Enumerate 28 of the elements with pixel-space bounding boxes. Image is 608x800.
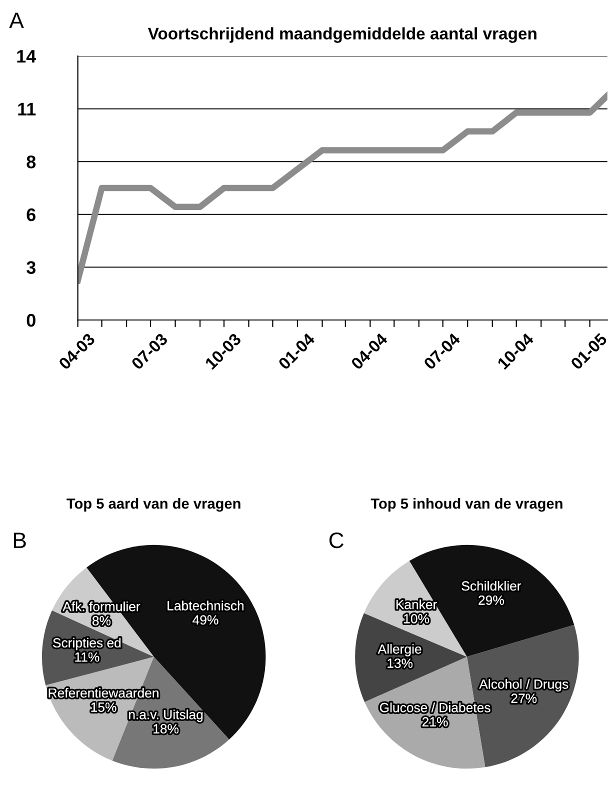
data-label: 8%	[92, 616, 111, 626]
text: B	[14, 532, 26, 548]
data-label: 15%	[91, 702, 116, 712]
data-label: 11%	[75, 652, 100, 662]
data-label: 49%	[192, 615, 218, 625]
slice-label: Schildklier	[462, 580, 522, 591]
data-label: 18%	[154, 724, 179, 734]
y-tick-label: 3	[26, 261, 36, 274]
y-tick-label: 0	[26, 314, 36, 327]
slice-label: Scripties ed	[53, 638, 121, 650]
data-label: 10%	[404, 614, 430, 624]
chart-title: Top 5 inhoud van de vragen	[370, 498, 562, 512]
slice-label: Allergie	[378, 644, 422, 656]
data-label: 29%	[478, 596, 504, 605]
slice-label: Labtechnisch	[168, 600, 244, 610]
slice-label: n.a.v. Uitslag	[129, 710, 203, 722]
chart-title: Voortschrijdend maandgemiddelde aantal vragen	[148, 27, 536, 43]
text: A	[9, 12, 24, 28]
data-label: 21%	[422, 717, 448, 726]
chart-title: Top 5 aard van de vragen	[66, 498, 240, 512]
y-tick-label: 6	[26, 208, 36, 222]
y-tick-label: 14	[17, 50, 36, 63]
y-tick-label: 11	[18, 102, 36, 116]
data-label: 13%	[388, 658, 413, 668]
slice-label: Alcohol / Drugs	[479, 679, 568, 692]
text: C	[329, 532, 344, 548]
y-tick-label: 8	[26, 156, 36, 168]
data-label: 27%	[511, 694, 537, 703]
